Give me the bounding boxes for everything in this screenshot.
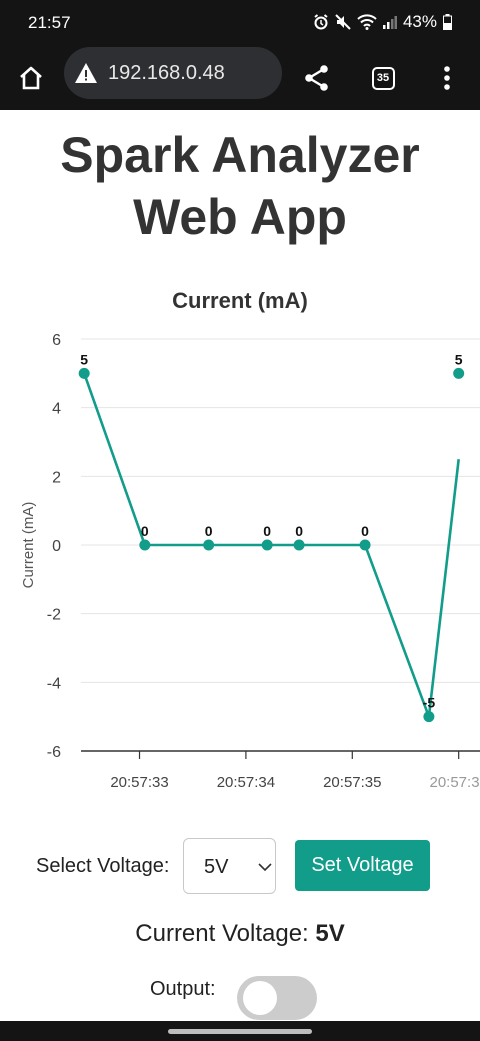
y-axis-label: Current (mA) — [20, 502, 37, 589]
data-point — [423, 711, 435, 723]
chevron-down-icon — [258, 863, 272, 872]
battery-icon — [443, 14, 452, 30]
tab-count: 35 — [371, 66, 395, 90]
wifi-icon — [357, 14, 377, 30]
series-line — [82, 372, 460, 718]
current-chart: Current (mA) Current (mA) -6 -4 -2 0 2 4 6 20:57:… — [20, 288, 480, 790]
system-nav-bar — [0, 1021, 480, 1041]
data-label: 5 — [80, 351, 88, 367]
tabs-button[interactable]: 35 — [363, 58, 403, 98]
x-tick-label: 20:57:34 — [217, 774, 275, 790]
voltage-select-value: 5V — [204, 856, 229, 878]
output-row: Output: — [0, 976, 480, 1021]
data-label: 0 — [263, 523, 271, 539]
data-point — [453, 367, 465, 379]
warning-icon — [75, 63, 97, 83]
home-gesture-handle[interactable] — [168, 1029, 312, 1034]
current-voltage-label: Current Voltage: — [135, 920, 309, 947]
data-label: 0 — [141, 523, 149, 539]
data-point — [261, 539, 273, 551]
current-voltage: Current Voltage: 5V — [0, 920, 480, 948]
home-button[interactable] — [11, 58, 51, 98]
address-bar[interactable]: 192.168.0.48 — [64, 47, 282, 99]
data-label: 0 — [361, 523, 369, 539]
status-icons: 43% — [313, 12, 452, 32]
page-title-line1: Spark Analyzer — [60, 127, 420, 183]
more-vert-icon — [444, 66, 450, 90]
select-voltage-label: Select Voltage: — [36, 855, 170, 877]
y-tick-label: 4 — [52, 401, 61, 418]
status-bar: 21:57 43% — [0, 0, 480, 46]
y-tick-label: 6 — [52, 332, 61, 349]
voltage-select[interactable]: 5V — [183, 838, 276, 894]
data-label: 0 — [205, 523, 213, 539]
y-tick-label: -2 — [47, 607, 61, 624]
output-toggle[interactable] — [237, 976, 317, 1020]
page-title-line2: Web App — [133, 189, 347, 245]
data-point — [139, 539, 151, 551]
chart-title: Current (mA) — [172, 288, 308, 313]
output-toggle-knob — [243, 981, 277, 1015]
alarm-icon — [314, 14, 328, 30]
mute-icon — [335, 14, 351, 30]
x-tick-label: 20:57:33 — [110, 774, 168, 790]
y-tick-label: -6 — [47, 744, 61, 761]
status-time: 21:57 — [28, 13, 71, 32]
battery-percent: 43% — [402, 12, 437, 31]
data-point — [203, 539, 215, 551]
y-tick-label: 2 — [52, 469, 61, 486]
data-point — [359, 539, 371, 551]
data-label: 5 — [455, 351, 463, 367]
current-voltage-value: 5V — [315, 920, 345, 947]
home-icon — [20, 66, 42, 90]
data-label: -5 — [423, 695, 436, 711]
data-label: 0 — [295, 523, 303, 539]
data-point — [293, 539, 305, 551]
share-button[interactable] — [297, 58, 337, 98]
more-menu-button[interactable] — [427, 58, 467, 98]
voltage-controls: Select Voltage: 5V Set Voltage — [0, 838, 480, 894]
web-page: Spark Analyzer Web App Current (mA) Curre… — [0, 110, 480, 1021]
y-tick-label: 0 — [52, 538, 61, 555]
signal-icon — [382, 16, 397, 29]
output-label: Output: — [150, 978, 216, 1000]
set-voltage-button[interactable]: Set Voltage — [295, 840, 430, 891]
share-icon — [305, 65, 328, 91]
page-title: Spark Analyzer Web App — [0, 124, 480, 248]
x-tick-label: 20:57:35 — [323, 774, 381, 790]
url-text: 192.168.0.48 — [108, 61, 225, 84]
data-point — [78, 367, 90, 379]
x-tick-label: 20:57:36 — [429, 774, 480, 790]
y-tick-label: -4 — [47, 675, 61, 692]
